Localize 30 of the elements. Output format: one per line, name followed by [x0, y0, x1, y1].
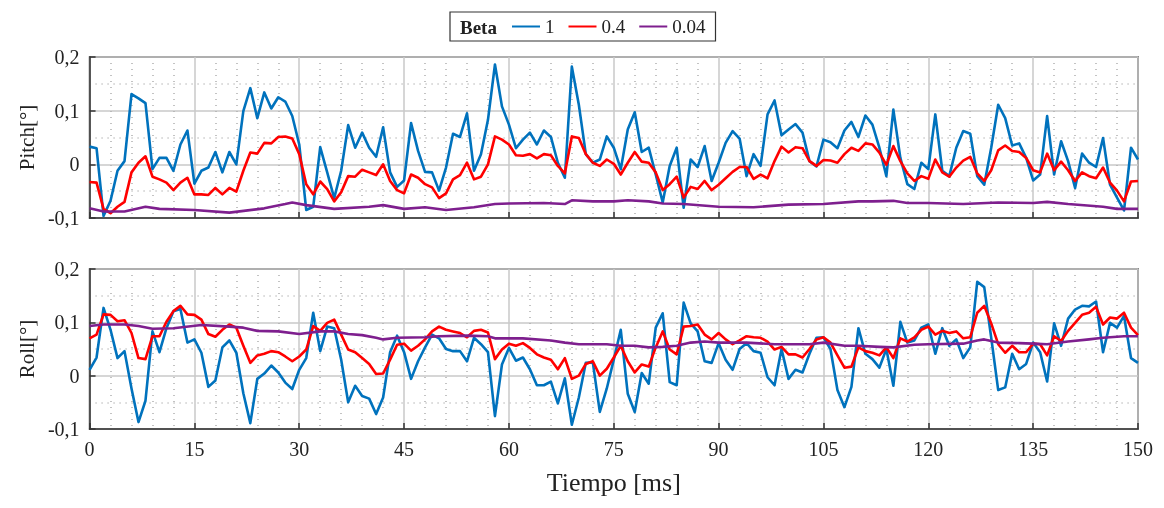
- legend-label: 1: [545, 16, 555, 37]
- x-tick-label: 120: [913, 438, 944, 460]
- line-series: [88, 323, 1140, 349]
- line-series: [88, 198, 1140, 214]
- y-tick-label: 0: [69, 364, 80, 387]
- x-tick-label: 105: [808, 438, 839, 460]
- y-tick-label: 0,1: [54, 99, 80, 122]
- x-tick-label: 0: [84, 438, 95, 460]
- y-axis-title: Roll[°]: [14, 319, 39, 379]
- y-tick-label: -0,1: [47, 418, 80, 440]
- legend-title: Beta: [460, 17, 498, 38]
- y-tick-label: -0,1: [47, 207, 80, 229]
- y-tick-label: 0,2: [54, 46, 80, 68]
- line-series: [88, 135, 1140, 215]
- x-tick-label: 75: [603, 438, 624, 460]
- legend-label: 0.4: [601, 16, 626, 37]
- x-tick-label: 45: [394, 438, 415, 460]
- x-tick-label: 30: [289, 438, 310, 460]
- y-tick-label: 0,1: [54, 311, 80, 334]
- x-tick-label: 90: [708, 438, 729, 460]
- line-series: [88, 304, 1140, 381]
- x-axis-title: Tiempo [ms]: [546, 467, 681, 497]
- y-axis-title: Pitch[°]: [14, 104, 39, 171]
- y-tick-label: 0: [69, 153, 80, 176]
- x-tick-label: 15: [184, 438, 205, 460]
- x-tick-label: 135: [1018, 438, 1049, 460]
- legend-label: 0.04: [672, 16, 706, 37]
- x-tick-label: 60: [498, 438, 519, 460]
- y-tick-label: 0,2: [54, 258, 80, 280]
- x-tick-label: 150: [1123, 438, 1153, 460]
